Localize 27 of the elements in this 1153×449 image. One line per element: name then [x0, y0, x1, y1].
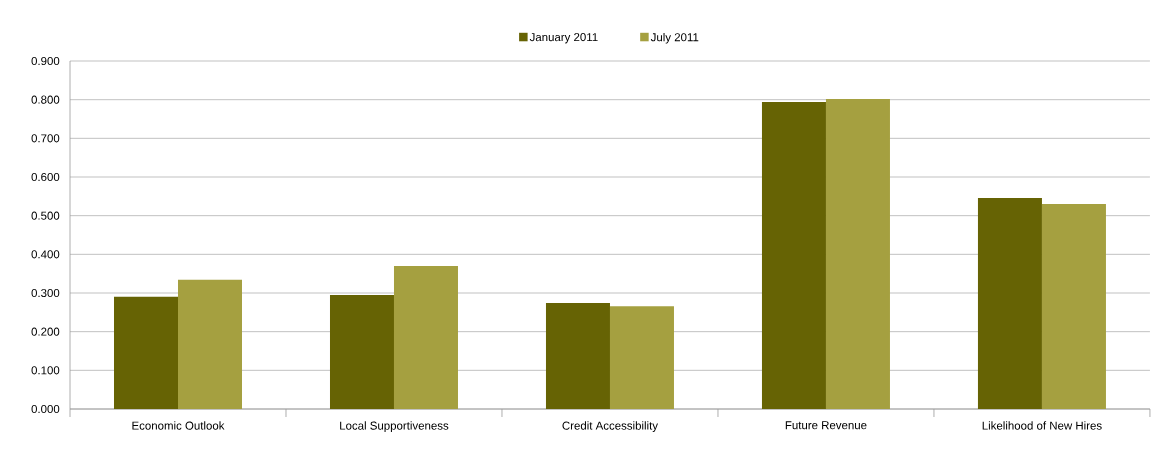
x-tick-label: Economic Outlook [132, 421, 225, 430]
bar [393, 265, 458, 409]
y-tick-label: 0.000 [31, 404, 60, 414]
x-tick-label: Future Revenue [785, 421, 867, 430]
x-tick-label: Local Supportiveness [340, 421, 449, 432]
bar [545, 303, 610, 409]
x-tick-label: Credit Accessibility [562, 421, 658, 432]
x-tick-label: Likelihood of New Hires [982, 421, 1102, 430]
y-tick-label: 0.400 [31, 250, 60, 259]
y-tick-label: 0.800 [31, 95, 60, 104]
y-tick-label: 0.200 [31, 327, 60, 336]
bar [761, 101, 826, 409]
legend-label: July 2011 [650, 32, 699, 44]
bar [825, 98, 890, 409]
bar [329, 294, 394, 409]
bar [977, 197, 1042, 409]
y-tick-label: 0.300 [31, 288, 60, 298]
bar [1041, 204, 1106, 409]
bar [178, 279, 242, 409]
bar [609, 306, 674, 409]
y-tick-label: 0.100 [31, 366, 60, 375]
y-tick-label: 0.700 [31, 134, 60, 143]
y-tick-label: 0.500 [31, 211, 60, 220]
y-tick-label: 0.600 [31, 172, 60, 182]
y-tick-label: 0.900 [31, 56, 60, 66]
bar [114, 296, 178, 409]
legend-label: January 2011 [529, 33, 598, 44]
